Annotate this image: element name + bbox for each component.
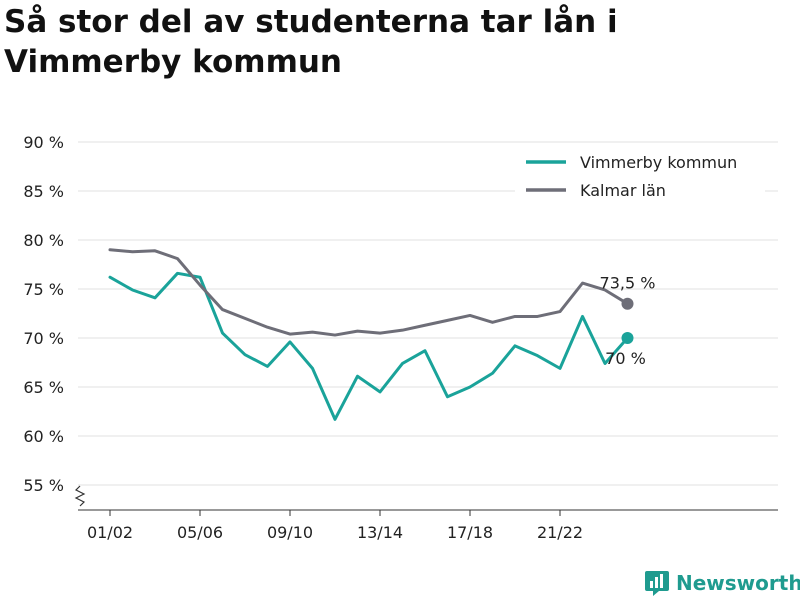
- y-tick-label: 65 %: [23, 378, 64, 397]
- brand-logo: Newsworthy: [644, 566, 800, 600]
- y-tick-label: 80 %: [23, 231, 64, 250]
- y-axis-break: [74, 485, 86, 507]
- x-tick-label: 01/02: [87, 523, 133, 542]
- series-end-label: 73,5 %: [600, 274, 656, 293]
- series-end-marker-0: [621, 332, 634, 344]
- x-tick-label: 09/10: [267, 523, 313, 542]
- chart-title: Så stor del av studenterna tar lån i Vim…: [4, 4, 618, 80]
- y-tick-label: 90 %: [23, 133, 64, 152]
- x-tick-label: 17/18: [447, 523, 493, 542]
- x-tick-label: 05/06: [177, 523, 223, 542]
- legend: Vimmerby kommun Kalmar län: [515, 148, 765, 208]
- y-axis-ticks: 55 % 60 % 65 % 70 % 75 % 80 % 85 % 90 %: [23, 133, 86, 507]
- brand-name: Newsworthy: [676, 571, 800, 595]
- x-tick-label: 13/14: [357, 523, 403, 542]
- series-line-1: [108, 248, 629, 337]
- x-axis: 01/02 05/06 09/10 13/14 17/18 21/22: [78, 509, 778, 542]
- legend-label: Kalmar län: [580, 181, 666, 200]
- legend-background: [515, 148, 765, 208]
- y-tick-label: 60 %: [23, 427, 64, 446]
- y-tick-label: 70 %: [23, 329, 64, 348]
- x-tick-label: 21/22: [537, 523, 583, 542]
- y-tick-label: 55 %: [23, 476, 64, 495]
- series-end-marker-1: [621, 297, 634, 310]
- legend-label: Vimmerby kommun: [580, 153, 737, 172]
- series-end-markers: 70 % 73,5 %: [600, 274, 656, 368]
- series-end-label: 70 %: [605, 349, 646, 368]
- series-line-0: [108, 271, 629, 421]
- y-tick-label: 85 %: [23, 182, 64, 201]
- newsworthy-logo-icon: [645, 571, 669, 596]
- series-lines: [108, 248, 629, 421]
- y-tick-label: 75 %: [23, 280, 64, 299]
